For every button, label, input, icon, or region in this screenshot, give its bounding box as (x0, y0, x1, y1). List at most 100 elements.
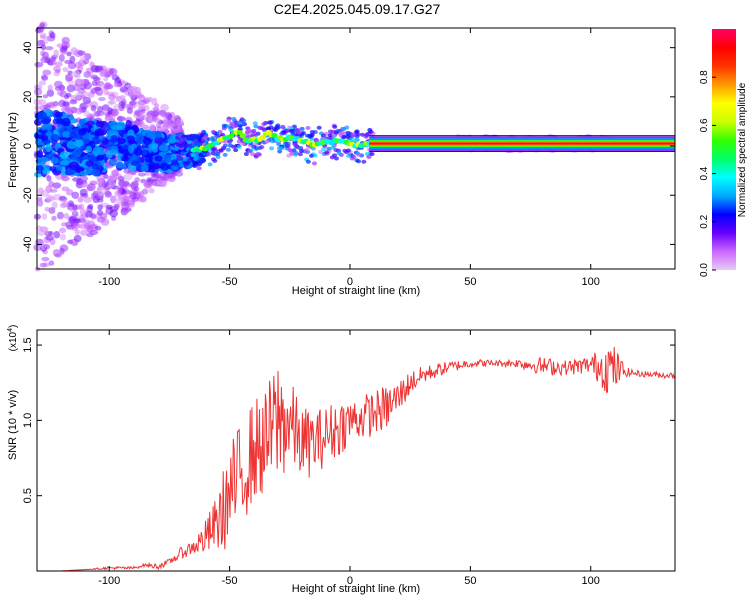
spectrogram-point (41, 51, 49, 59)
spectrogram-point (332, 124, 338, 129)
spectrogram-point (90, 192, 98, 200)
spectrogram-point (68, 215, 77, 222)
spectrogram-point (117, 186, 123, 193)
spectrogram-point (71, 191, 80, 199)
spectrogram-point (116, 121, 126, 131)
spectrogram-point (116, 161, 124, 169)
spectrogram-point (104, 209, 111, 215)
spectrogram-point (309, 130, 315, 135)
spectrogram-point (199, 157, 205, 162)
spectrogram-point (154, 103, 160, 108)
spectrogram-point (103, 76, 109, 82)
snr-y-tick-label: 1.5 (22, 337, 34, 352)
spectrogram-point (201, 129, 207, 134)
spectrogram-point (160, 176, 167, 181)
snr-panel: -100 -50 0 50 100 0.5 1.0 1.5 Height of straig… (7, 325, 676, 595)
spectrogram-point (96, 209, 104, 216)
spectrogram-point (40, 242, 47, 250)
spectrogram-point (247, 128, 253, 133)
spectrogram-point (144, 154, 153, 163)
spectrogram-ridge (190, 129, 675, 153)
spectrogram-point (233, 148, 239, 153)
spectrogram-point (150, 110, 160, 118)
spectrogram-point (74, 229, 80, 235)
spectrogram-point (253, 124, 259, 129)
spectrogram-point (33, 243, 43, 252)
spectrogram-point (215, 154, 221, 159)
spectrogram-point (119, 86, 129, 93)
spectrogram-point (108, 157, 117, 167)
spectrogram-point (77, 196, 84, 203)
spectrogram-point (175, 118, 184, 127)
spectrogram-point (355, 132, 361, 137)
spectrogram-point (252, 121, 258, 126)
spectrogram-point (123, 169, 131, 174)
spectrogram-point (53, 65, 62, 72)
spectrogram-point (48, 181, 55, 188)
spectrogram-point (154, 155, 163, 162)
spectrogram-point (330, 145, 336, 150)
snr-x-ticks: -100 -50 0 50 100 (98, 330, 600, 587)
spectrogram-point (69, 55, 76, 64)
spectrogram-y-tick-label: 40 (22, 42, 34, 54)
spectrogram-point (149, 123, 156, 132)
spectrogram-point (198, 153, 204, 158)
spectrogram-panel: -100 -50 0 50 100 -40 -20 0 20 40 Height of stra… (7, 21, 676, 297)
spectrogram-point (45, 46, 54, 51)
spectrogram-point (240, 141, 246, 146)
spectrogram-point (349, 156, 355, 161)
spectrogram-point (97, 204, 103, 211)
spectrogram-point (53, 231, 61, 239)
spectrogram-point (43, 104, 51, 111)
spectrogram-point (196, 166, 202, 171)
spectrogram-point (267, 120, 273, 125)
spectrogram-point (148, 188, 155, 194)
spectrogram-point (90, 64, 99, 73)
spectrogram-point (236, 144, 242, 149)
spectrogram-point (324, 150, 330, 155)
spectrogram-point (113, 82, 120, 88)
spectrogram-point (40, 56, 49, 64)
spectrogram-ridge-point (259, 134, 266, 140)
spectrogram-point (250, 152, 256, 157)
spectrogram-point (310, 146, 316, 151)
spectrogram-point (122, 207, 128, 212)
spectrogram-point (255, 131, 261, 136)
spectrogram-point (345, 134, 351, 139)
spectrogram-point (41, 75, 49, 81)
spectrogram-point (48, 260, 55, 266)
spectrogram-point (106, 175, 114, 182)
spectrogram-point (356, 152, 362, 157)
spectrogram-point (321, 147, 327, 152)
spectrogram-point (109, 149, 119, 156)
colorbar-tick-label: 0.0 (699, 263, 710, 277)
spectrogram-point (138, 104, 147, 110)
spectrogram-point (95, 120, 105, 128)
spectrogram-point (305, 126, 311, 131)
spectrogram-point (97, 96, 106, 102)
spectrogram-point (280, 124, 286, 129)
spectrogram-point (361, 159, 367, 164)
spectrogram-point (79, 219, 87, 224)
spectrogram-point (275, 125, 281, 130)
spectrogram-point (83, 196, 93, 203)
spectrogram-point (36, 157, 47, 166)
spectrogram-point (251, 128, 257, 133)
spectrogram-point (346, 153, 352, 158)
spectrogram-point (96, 147, 105, 156)
spectrogram-point (67, 239, 73, 244)
spectrogram-point (59, 47, 68, 53)
spectrogram-point (327, 129, 333, 134)
spectrogram-point (123, 173, 133, 181)
spectrogram-point (104, 124, 111, 131)
spectrogram-point (281, 130, 287, 135)
spectrogram-point (133, 147, 143, 156)
spectrogram-point (298, 148, 304, 153)
spectrogram-point (45, 234, 54, 241)
spectrogram-point (71, 70, 81, 78)
spectrogram-point (66, 84, 75, 93)
spectrogram-point (128, 144, 135, 154)
spectrogram-point (154, 130, 162, 139)
spectrogram-point (186, 140, 192, 145)
spectrogram-point (42, 69, 52, 76)
